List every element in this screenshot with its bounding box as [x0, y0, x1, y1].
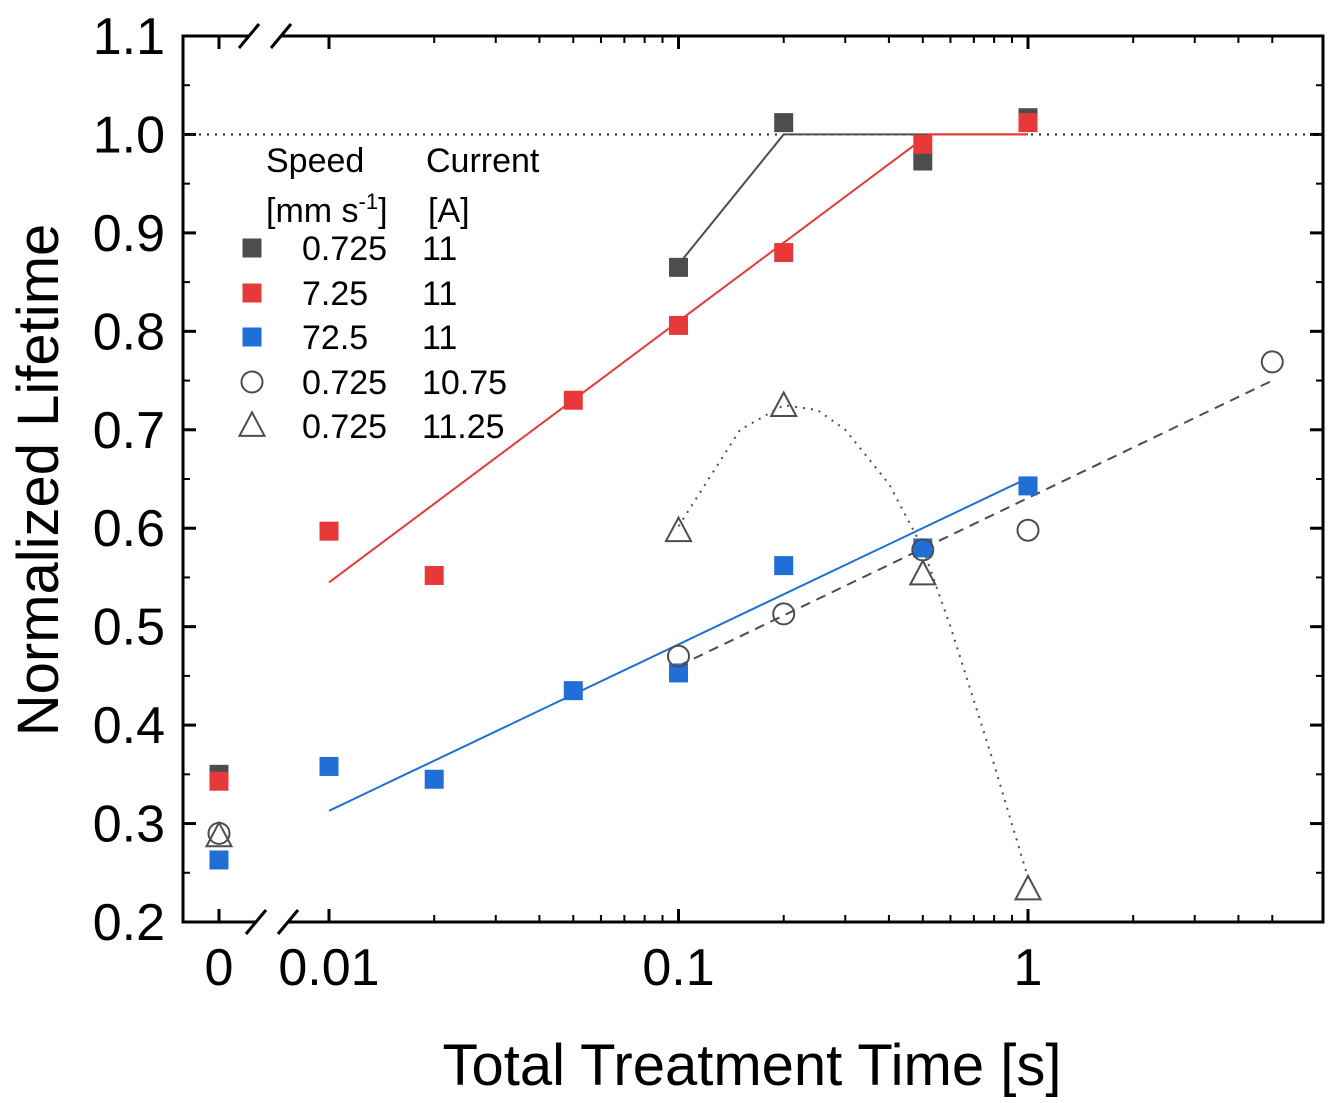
- legend-marker-3: [242, 327, 262, 347]
- legend-header-speed-unit: [mm s-1]: [266, 189, 388, 230]
- data-point-series-1: [669, 257, 688, 277]
- data-point-series-1: [913, 151, 933, 171]
- top-axis-break: [237, 23, 293, 49]
- data-point-series-4: [207, 821, 231, 845]
- data-point-series-2: [319, 521, 339, 541]
- legend-speed-2: 7.25: [302, 275, 368, 313]
- top-axis-break-slash-right: [269, 23, 293, 49]
- data-point-series-2: [209, 771, 229, 791]
- data-point-series-5: [204, 820, 234, 848]
- data-point-series-3: [913, 538, 933, 558]
- legend-marker-1: [242, 238, 262, 258]
- tick-labels: 0.2 0.3 0.4 0.5 0.6 0.7 0.8 0.9 1.0 1.1 0 0.01 0.1 1: [93, 8, 1043, 997]
- x-tick-label: 0: [205, 939, 234, 997]
- top-axis-break-gap: [249, 27, 281, 45]
- x-tick-label: 1: [1014, 939, 1043, 997]
- legend-header-current: Current: [426, 142, 540, 180]
- legend-header-current-unit: [A]: [428, 192, 470, 230]
- fit-line-series-2: [328, 133, 1028, 584]
- axis-breaks: [237, 23, 300, 935]
- legend-current-4: 10.75: [422, 364, 507, 402]
- legend-speed-3: 72.5: [302, 319, 368, 357]
- data-point-series-2: [669, 315, 688, 335]
- data-point-series-3: [209, 850, 229, 870]
- legend-speed-4: 0.725: [302, 364, 387, 402]
- data-markers: [204, 108, 1284, 901]
- bottom-axis-break-slash-right: [276, 909, 300, 935]
- y-tick-label: 0.8: [93, 303, 165, 361]
- data-point-series-3: [669, 663, 688, 683]
- legend-speed-5: 0.725: [302, 408, 387, 446]
- y-tick-label: 0.2: [93, 894, 165, 952]
- legend-current-1: 11: [422, 230, 457, 268]
- data-point-series-3: [563, 681, 583, 701]
- x-tick-label: 0.1: [642, 939, 714, 997]
- legend-entries: 0.725 11 7.25 11 72.5 11 0.725 10.75 0.725 11.25: [237, 230, 507, 446]
- legend-speed-1: 0.725: [302, 230, 387, 268]
- data-point-series-1: [774, 113, 794, 133]
- top-axis-break-slash-left: [237, 23, 261, 49]
- fit-line-series-3: [328, 477, 1029, 812]
- y-tick-label: 1.0: [93, 106, 165, 164]
- data-point-series-3: [1018, 476, 1038, 496]
- bottom-axis-break: [244, 909, 300, 935]
- y-tick-label: 0.5: [93, 599, 165, 657]
- legend: Speed Current [mm s-1] [A] 0.725 11 7.25 11…: [237, 142, 540, 446]
- y-tick-label: 0.7: [93, 402, 165, 460]
- legend-marker-4: [240, 370, 264, 394]
- bottom-axis-break-slash-left: [244, 909, 268, 935]
- data-point-series-5: [664, 515, 693, 543]
- legend-current-2: 11: [422, 275, 457, 313]
- data-point-series-5: [908, 558, 937, 586]
- bottom-axis-break-gap: [256, 913, 288, 931]
- legend-current-3: 11: [422, 319, 457, 357]
- data-point-series-2: [563, 390, 583, 410]
- legend-marker-2: [242, 283, 262, 303]
- data-point-series-5: [769, 390, 798, 418]
- fit-line-series-4: [678, 379, 1273, 667]
- y-tick-label: 1.1: [93, 8, 165, 66]
- y-axis-title: Normalized Lifetime: [6, 224, 71, 737]
- data-point-series-2: [774, 243, 794, 263]
- data-point-series-3: [774, 556, 794, 576]
- data-point-series-3: [319, 756, 339, 776]
- data-point-series-4: [667, 644, 690, 668]
- legend-header-speed: Speed: [266, 142, 364, 180]
- data-point-series-2: [913, 134, 933, 154]
- x-tick-label: 0.01: [278, 939, 379, 997]
- data-point-series-4: [1260, 350, 1284, 374]
- x-axis-title: Total Treatment Time [s]: [443, 1033, 1062, 1098]
- data-point-series-4: [772, 602, 796, 626]
- y-tick-label: 0.6: [93, 500, 165, 558]
- data-point-series-4: [1016, 518, 1040, 542]
- fit-lines: [328, 133, 1273, 878]
- y-tick-label: 0.4: [93, 697, 165, 755]
- legend-current-5: 11.25: [422, 408, 505, 446]
- data-point-series-5: [1013, 873, 1043, 901]
- data-point-series-3: [424, 769, 444, 789]
- y-tick-label: 0.3: [93, 796, 165, 854]
- y-tick-label: 0.9: [93, 205, 165, 263]
- data-point-series-2: [424, 565, 444, 585]
- data-point-series-2: [1018, 113, 1038, 133]
- axis-ticks: [183, 34, 1323, 924]
- legend-marker-5: [237, 410, 267, 437]
- fit-line-series-1: [677, 133, 1028, 266]
